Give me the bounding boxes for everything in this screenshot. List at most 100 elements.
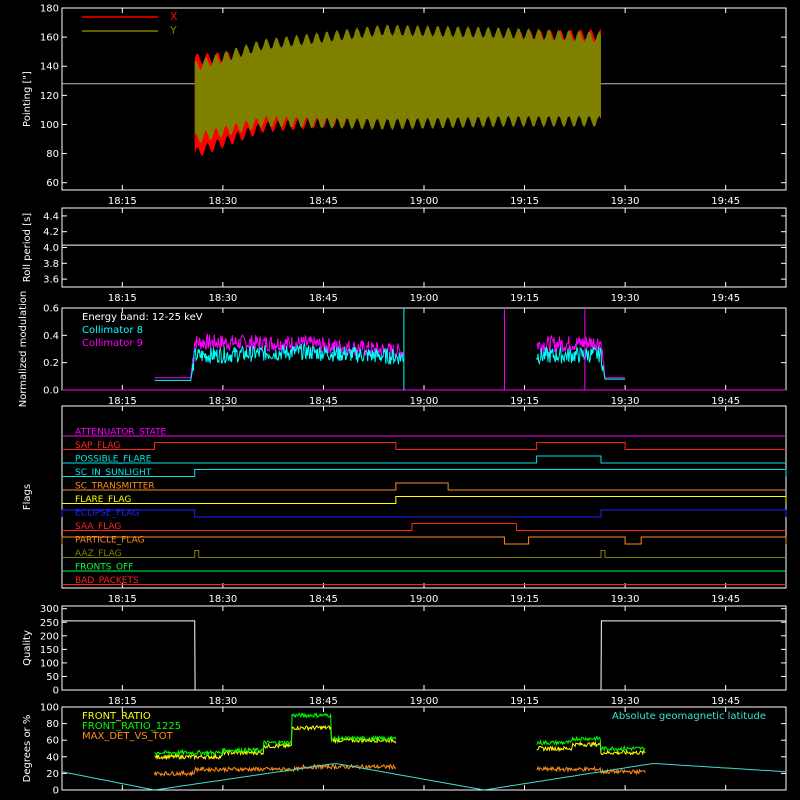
pointing-xtick-label: 18:45 — [309, 196, 338, 207]
quality-xtick-label: 19:45 — [711, 696, 740, 707]
flags-ylabel: Flags — [22, 484, 33, 510]
flag-label-eclipse-flag: ECLIPSE_FLAG — [75, 509, 139, 519]
flag-label-sap-flag: SAP_FLAG — [75, 441, 120, 451]
flags-xtick-label: 19:00 — [410, 594, 439, 605]
flag-line-flare-flag — [62, 496, 787, 504]
modulation-xtick-label: 19:45 — [711, 396, 740, 407]
roll-xtick-label: 19:00 — [410, 293, 439, 304]
flags-xtick-label: 19:30 — [611, 594, 640, 605]
ratios-ytick-label: 100 — [40, 703, 59, 714]
legend-max-det: MAX_DET_VS_TOT — [82, 731, 174, 742]
roll-xtick-label: 18:15 — [108, 293, 137, 304]
flag-label-aaz-flag: AAZ_FLAG — [75, 549, 122, 559]
ratio-series-0 — [536, 740, 646, 756]
panel-ratios: Degrees or % 0 20 40 60 80 100 FRONT_RATIOFRONT… — [22, 703, 787, 797]
ratio-series-2 — [536, 765, 646, 776]
panel-flags: 18:15 18:30 18:45 19:00 19:15 19:30 19:45 Flags… — [22, 405, 787, 605]
quality-xtick-label: 19:00 — [410, 696, 439, 707]
flag-label-sc-transmitter: SC_TRANSMITTER — [75, 482, 155, 492]
panel-roll: 18:15 18:30 18:45 19:00 19:15 19:30 19:45 Roll … — [22, 207, 787, 304]
modulation-series-c8 — [536, 345, 626, 380]
flag-label-flare-flag: FLARE_FLAG — [75, 495, 131, 505]
panel-quality: 18:15 18:30 18:45 19:00 19:15 19:30 19:45 Quali… — [22, 604, 787, 707]
quality-ytick-label: 50 — [46, 672, 59, 683]
flag-line-sc-transmitter — [62, 482, 786, 491]
legend-x-label: X — [170, 10, 178, 23]
modulation-series-c9 — [536, 334, 626, 379]
roll-xtick-label: 18:30 — [208, 293, 237, 304]
legend-collimator-8: Collimator 8 — [82, 325, 143, 336]
ratios-ytick-label: 0 — [53, 786, 59, 797]
flag-label-sc-in-sunlight: SC_IN_SUNLIGHT — [75, 468, 152, 478]
flags-xtick-label: 18:15 — [108, 594, 137, 605]
panel-pointing: 18:15 18:30 18:45 19:00 19:15 19:30 19:45 Point… — [22, 4, 787, 207]
flag-label-bad-packets: BAD_PACKETS — [75, 576, 139, 586]
modulation-xtick-label: 18:30 — [208, 396, 237, 407]
legend-y-label: Y — [169, 24, 177, 37]
ratios-ytick-label: 40 — [46, 752, 59, 763]
flag-label-saa-flag: SAA_FLAG — [75, 522, 121, 532]
roll-ytick-label: 3.8 — [43, 259, 59, 270]
roll-xtick-label: 19:30 — [611, 293, 640, 304]
flags-xtick-label: 18:45 — [309, 594, 338, 605]
pointing-series-y — [194, 24, 601, 144]
modulation-energy-band: Energy band: 12-25 keV — [82, 312, 203, 323]
flag-line-saa-flag — [62, 523, 786, 531]
flag-label-fronts-off: FRONTS_OFF — [75, 563, 133, 573]
quality-axes-frame — [61, 605, 787, 691]
quality-xtick-label: 18:30 — [208, 696, 237, 707]
flags-xtick-label: 19:45 — [711, 594, 740, 605]
pointing-ylabel: Pointing ["] — [22, 71, 33, 127]
roll-ytick-label: 4.2 — [43, 227, 59, 238]
flag-line-eclipse-flag — [61, 509, 787, 518]
pointing-ytick-label: 120 — [40, 91, 59, 102]
flag-label-attenuator-state: ATTENUATOR_STATE — [75, 428, 167, 438]
panel-modulation: 18:15 18:30 18:45 19:00 19:15 19:30 19:45 Norma… — [18, 291, 787, 407]
pointing-ytick-label: 80 — [46, 149, 59, 160]
modulation-ytick-label: 0.6 — [43, 304, 59, 315]
quality-series — [62, 620, 786, 691]
flags-xtick-label: 18:30 — [208, 594, 237, 605]
roll-ytick-label: 3.6 — [43, 275, 59, 286]
pointing-xtick-label: 19:15 — [510, 196, 539, 207]
flag-label-particle-flag: PARTICLE_FLAG — [75, 536, 145, 546]
modulation-series-c9 — [154, 333, 405, 379]
roll-ytick-label: 4.0 — [43, 243, 59, 254]
ratios-ytick-label: 80 — [46, 719, 59, 730]
pointing-xtick-label: 19:30 — [611, 196, 640, 207]
modulation-series-c8 — [154, 343, 404, 381]
roll-ytick-label: 4.4 — [43, 211, 59, 222]
flag-line-possible-flare — [62, 455, 786, 464]
modulation-xtick-label: 18:15 — [108, 396, 137, 407]
quality-ytick-label: 100 — [40, 658, 59, 669]
pointing-xtick-label: 19:45 — [711, 196, 740, 207]
flag-line-aaz-flag — [62, 550, 786, 558]
quality-ytick-label: 250 — [40, 618, 59, 629]
legend-front-ratio: FRONT_RATIO — [82, 711, 151, 722]
pointing-ytick-label: 160 — [40, 33, 59, 44]
quality-ytick-label: 150 — [40, 645, 59, 656]
pointing-ytick-label: 140 — [40, 62, 59, 73]
roll-xtick-label: 19:15 — [510, 293, 539, 304]
ratios-ylabel: Degrees or % — [22, 715, 33, 783]
roll-xtick-label: 18:45 — [309, 293, 338, 304]
flag-label-possible-flare: POSSIBLE_FLARE — [75, 455, 152, 465]
modulation-xtick-label: 19:15 — [510, 396, 539, 407]
ratio-series-1 — [536, 735, 646, 753]
flag-line-sc-in-sunlight — [62, 469, 787, 477]
roll-ylabel: Roll period [s] — [22, 213, 33, 282]
ratio-series-2 — [154, 763, 397, 777]
quality-xtick-label: 19:15 — [510, 696, 539, 707]
modulation-ytick-label: 0.2 — [43, 358, 59, 369]
modulation-ytick-label: 0.4 — [43, 331, 59, 342]
quality-ytick-label: 0 — [53, 686, 59, 697]
legend-collimator-9: Collimator 9 — [82, 338, 143, 349]
quality-ytick-label: 200 — [40, 631, 59, 642]
ratio-series-geomag — [61, 763, 787, 791]
pointing-xtick-label: 19:00 — [410, 196, 439, 207]
modulation-xtick-label: 19:30 — [611, 396, 640, 407]
flag-line-sap-flag — [62, 442, 786, 450]
ratio-series-1 — [154, 712, 397, 757]
flag-line-particle-flag — [61, 536, 787, 545]
legend-front-ratio-1225: FRONT_RATIO_1225 — [82, 721, 181, 732]
